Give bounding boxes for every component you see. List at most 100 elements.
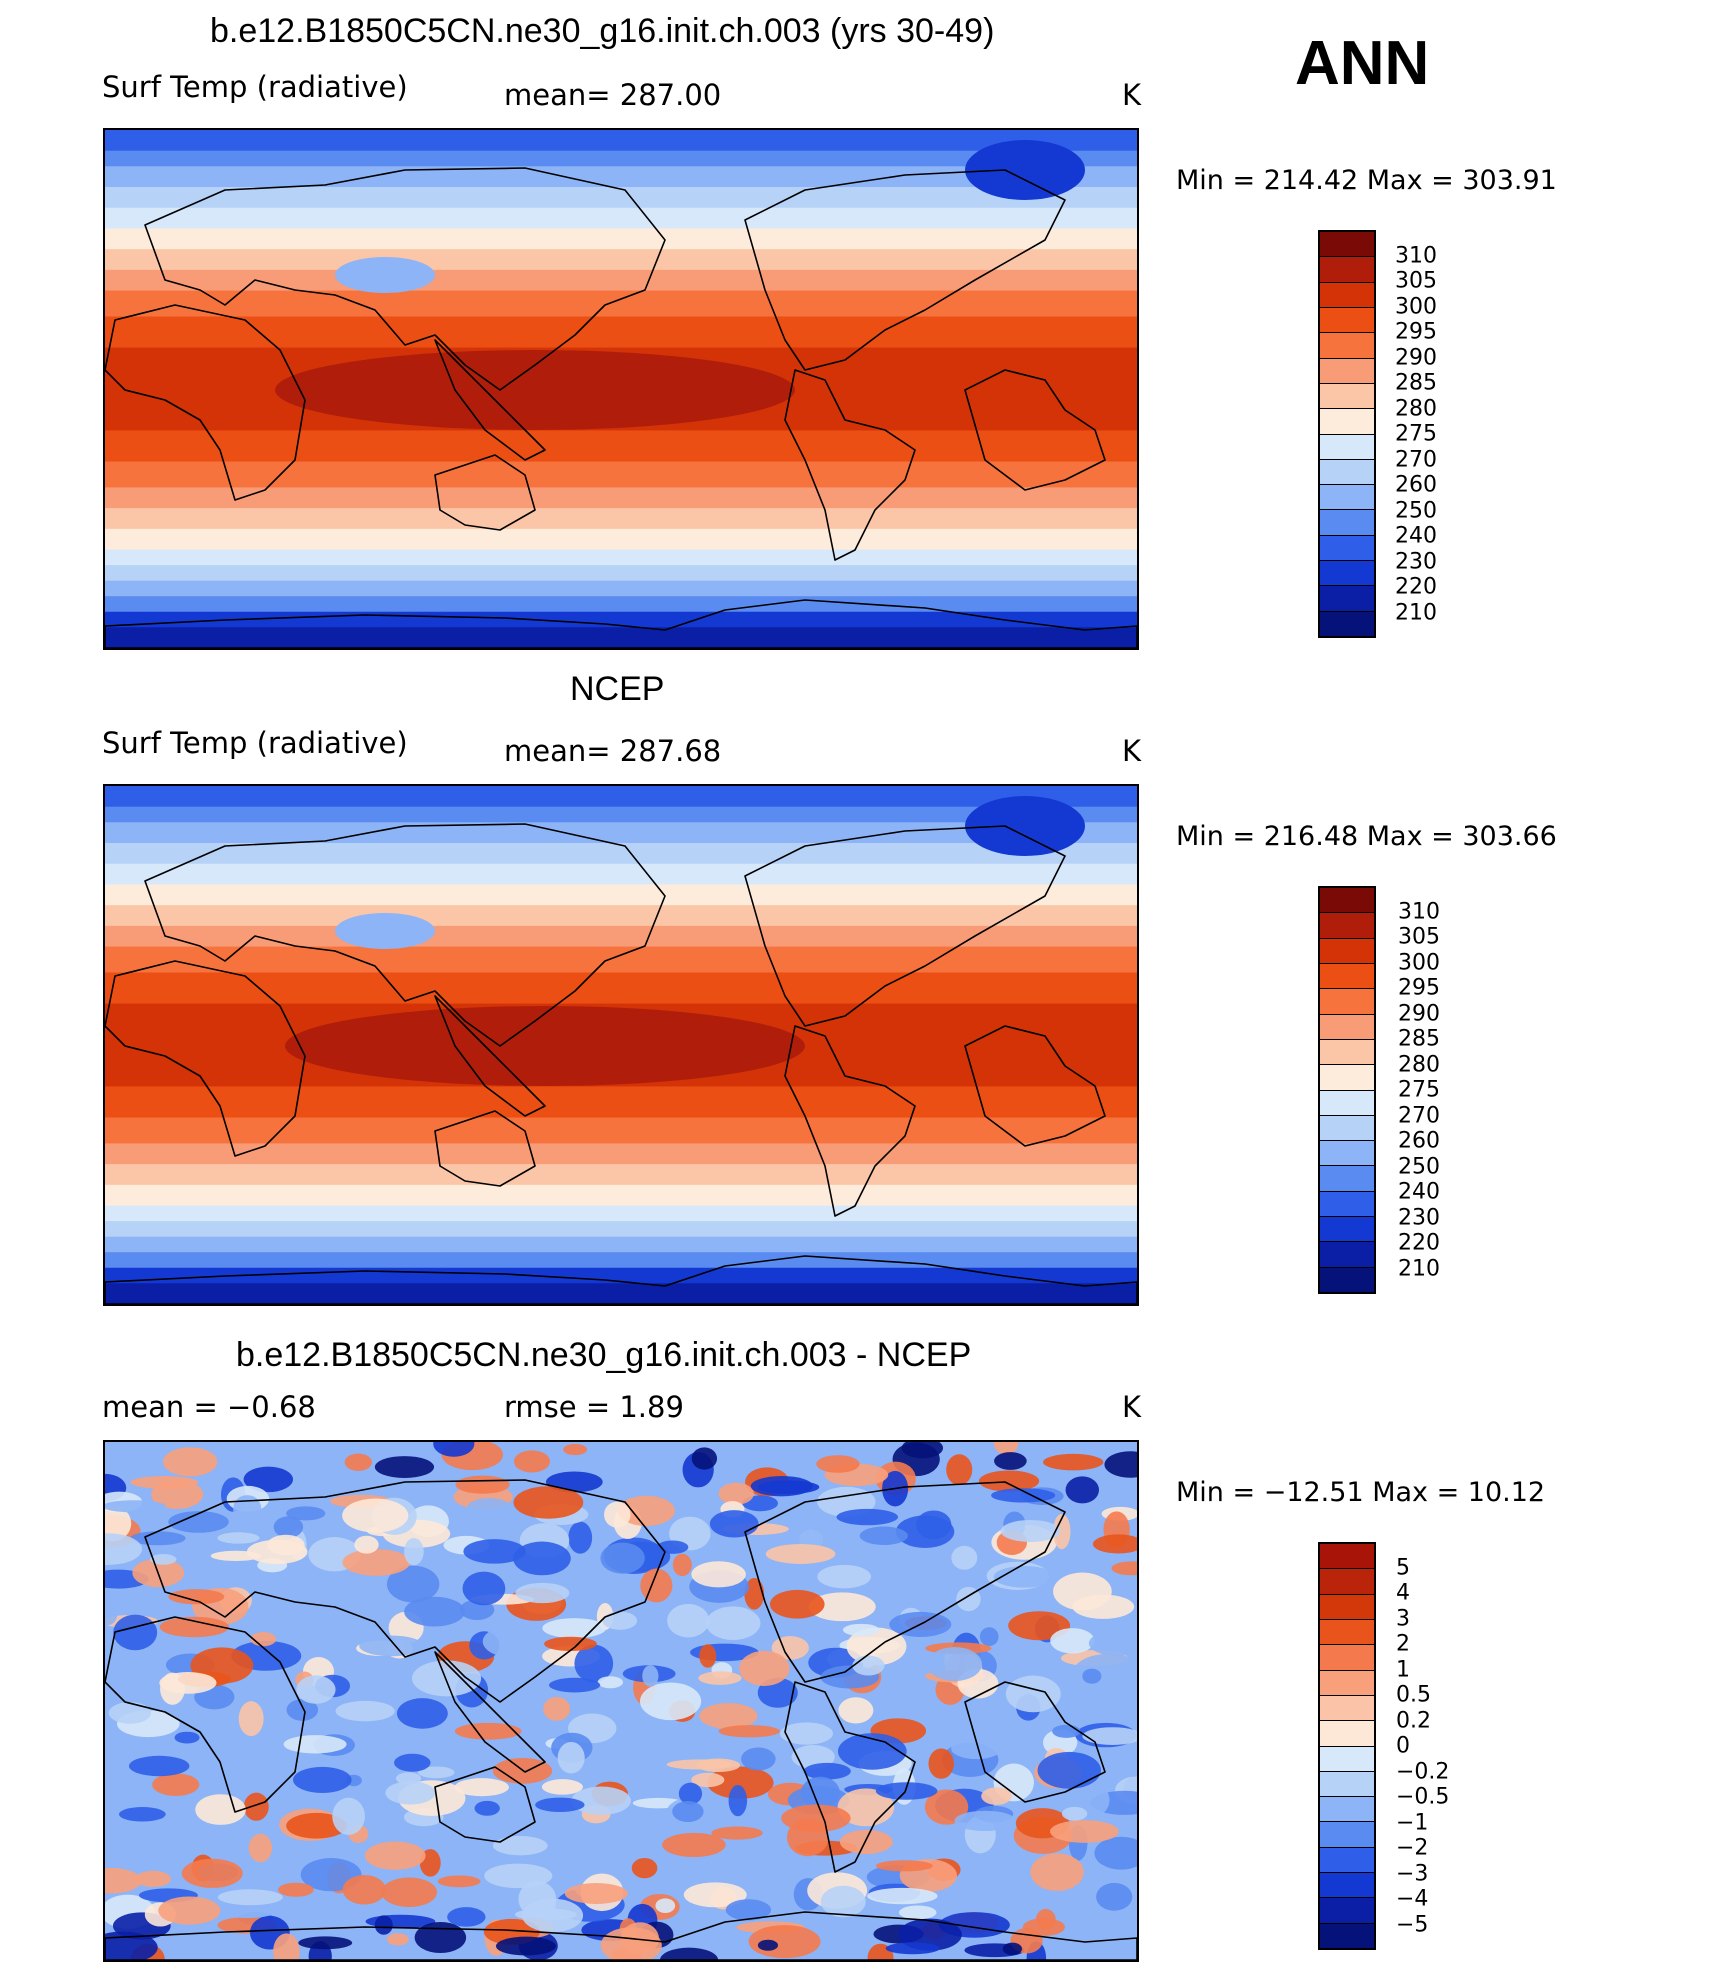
panel1-mean-label: mean= 287.00: [504, 78, 722, 112]
panel3-title: b.e12.B1850C5CN.ne30_g16.init.ch.003 - N…: [236, 1336, 972, 1374]
colorbar-swatch: [1320, 938, 1374, 964]
difference-blob: [800, 1776, 840, 1809]
temperature-band: [105, 461, 1137, 489]
difference-blob: [639, 1682, 702, 1721]
difference-blob: [1082, 1727, 1137, 1745]
colorbar-swatch: [1320, 913, 1374, 939]
colorbar-swatch: [1320, 1645, 1374, 1671]
difference-blob: [243, 1466, 294, 1493]
temperature-band: [105, 822, 1137, 844]
colorbar-swatch: [1320, 1822, 1374, 1848]
difference-blob: [642, 1665, 659, 1687]
difference-blob: [482, 1625, 544, 1658]
coastline: [144, 167, 666, 391]
temperature-band: [105, 508, 1137, 530]
temperature-band: [105, 487, 1137, 510]
difference-blob: [335, 1700, 395, 1722]
difference-blob: [433, 1442, 475, 1457]
difference-blob: [739, 1650, 790, 1687]
colorbar-tick-label: 240: [1395, 523, 1437, 549]
difference-blob: [867, 1887, 938, 1905]
colorbar-tick-label: 285: [1395, 370, 1437, 396]
difference-blob: [662, 1832, 726, 1858]
temperature-band: [105, 1143, 1137, 1166]
colorbar-tick-label: −2: [1396, 1835, 1429, 1861]
colorbar-tick-label: 230: [1395, 549, 1437, 574]
colorbar-tick-label: 4: [1396, 1580, 1410, 1606]
difference-blob: [238, 1701, 264, 1737]
panel2-colorbar: [1318, 886, 1376, 1294]
difference-blob: [437, 1875, 481, 1888]
difference-blob: [1053, 1513, 1071, 1550]
difference-blob: [699, 1702, 758, 1729]
coastline: [144, 823, 666, 1047]
difference-blob: [150, 1553, 177, 1565]
temperature-band: [105, 1086, 1137, 1119]
temperature-band: [105, 863, 1137, 886]
temperature-band: [105, 1164, 1137, 1186]
difference-blob: [298, 1936, 353, 1950]
tibet-cold-spot: [335, 257, 435, 293]
difference-blob: [859, 1526, 908, 1546]
difference-blob: [174, 1731, 200, 1744]
difference-blob: [769, 1589, 825, 1619]
difference-blob: [404, 1538, 424, 1566]
difference-blob: [928, 1748, 954, 1779]
colorbar-swatch: [1320, 1923, 1374, 1948]
coastline: [434, 454, 536, 531]
difference-blob: [210, 1550, 262, 1562]
colorbar-tick-label: 250: [1395, 498, 1437, 523]
temperature-band: [105, 627, 1137, 648]
difference-blob: [1043, 1453, 1104, 1471]
difference-blob: [130, 1476, 199, 1489]
colorbar-tick-label: 3: [1396, 1606, 1410, 1631]
coastline: [434, 339, 546, 461]
difference-blob: [105, 1500, 167, 1513]
temperature-band: [105, 1236, 1137, 1254]
difference-blob: [248, 1833, 273, 1863]
difference-blob: [660, 1947, 719, 1960]
difference-blob: [513, 1450, 550, 1473]
colorbar-tick-label: 290: [1395, 345, 1437, 370]
difference-blob: [1094, 1836, 1137, 1870]
temperature-band: [105, 786, 1137, 808]
colorbar-swatch: [1320, 1721, 1374, 1747]
panel1-minmax: Min = 214.42 Max = 303.91: [1176, 165, 1557, 196]
coastline: [434, 1110, 536, 1187]
difference-blob: [600, 1927, 662, 1960]
colorbar-swatch: [1320, 561, 1374, 587]
colorbar-tick-label: 270: [1395, 447, 1437, 472]
difference-blob: [852, 1655, 885, 1676]
difference-blob: [901, 1442, 944, 1459]
difference-blob: [564, 1883, 628, 1904]
difference-blob: [842, 1623, 880, 1637]
difference-blob: [875, 1782, 938, 1800]
difference-blob: [678, 1782, 703, 1805]
colorbar-swatch: [1320, 1141, 1374, 1167]
difference-blob: [159, 1616, 229, 1638]
temperature-band: [105, 150, 1137, 168]
difference-blob: [994, 1452, 1027, 1470]
colorbar-tick-label: 230: [1398, 1205, 1440, 1230]
difference-blob: [243, 1792, 269, 1821]
difference-blob: [454, 1722, 522, 1740]
colorbar-swatch: [1320, 1695, 1374, 1722]
difference-blob: [462, 1571, 506, 1606]
colorbar-tick-label: −5: [1396, 1912, 1429, 1937]
difference-blob: [364, 1841, 426, 1870]
greenland-cold-spot: [965, 140, 1085, 200]
temperature-band: [105, 130, 1137, 152]
difference-blob: [1037, 1751, 1101, 1789]
colorbar-swatch: [1320, 282, 1374, 308]
difference-blob: [549, 1677, 601, 1693]
difference-blob: [803, 1762, 851, 1780]
difference-blob: [105, 1867, 142, 1894]
difference-blob: [951, 1545, 978, 1570]
colorbar-swatch: [1320, 1873, 1374, 1899]
colorbar-tick-label: −0.2: [1396, 1759, 1450, 1784]
difference-blob: [765, 1543, 836, 1564]
difference-blob: [162, 1447, 218, 1477]
difference-blob: [1050, 1628, 1095, 1654]
difference-blob: [246, 1539, 308, 1565]
difference-blob: [838, 1697, 874, 1724]
